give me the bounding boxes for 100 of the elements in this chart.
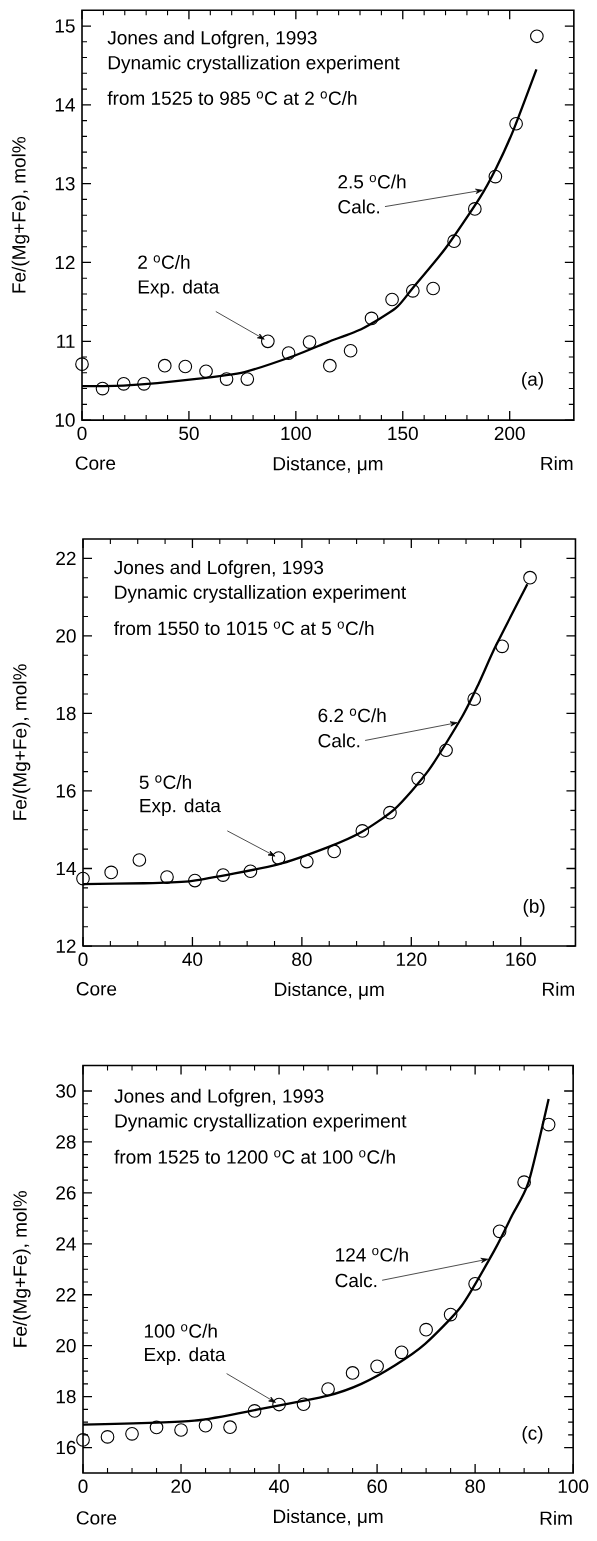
y-tick-label: 26 [56, 1186, 76, 1200]
point [160, 870, 174, 884]
annotation: 2.5 $^{o}$C/h [338, 174, 406, 189]
y-tick-label: 18 [56, 1389, 76, 1404]
point [174, 1423, 188, 1437]
point [523, 570, 537, 585]
annotation: Jones and Lofgren, 1993 [107, 30, 317, 49]
point [492, 1224, 507, 1239]
point [488, 169, 503, 184]
point [296, 1397, 311, 1412]
annotation: Calc. [338, 199, 380, 214]
y-tick-label: 16 [56, 784, 76, 798]
annotation: Dynamic crystallization experiment [115, 1113, 407, 1132]
x-tick-label: 40 [268, 1479, 289, 1494]
y-axis-title: Fe/(Mg+Fe), mol% [12, 1191, 31, 1347]
point [223, 1420, 237, 1435]
point [299, 854, 314, 869]
y-tick-label: 20 [56, 1338, 76, 1353]
point [327, 844, 342, 859]
point [405, 283, 420, 298]
point [517, 1175, 531, 1190]
y-tick-label: 10 [55, 413, 75, 427]
point [385, 292, 399, 307]
point [199, 364, 213, 379]
x-tick-label: 40 [182, 952, 203, 967]
y-axis-title: Fe/(Mg+Fe), mol% [11, 136, 30, 293]
y-tick-label: 12 [56, 939, 76, 953]
point [178, 359, 193, 374]
x-tick-label: 80 [292, 952, 312, 967]
point [125, 1426, 139, 1441]
annotation: (b) [523, 898, 545, 917]
annotation: 100 $^{o}$C/h [144, 1323, 217, 1338]
point [116, 377, 131, 391]
point [541, 1117, 556, 1132]
annotation: Exp. data [138, 279, 220, 298]
y-tick-label: 14 [55, 98, 75, 112]
x-tick-label: 50 [179, 426, 199, 441]
point [137, 377, 151, 391]
point [509, 116, 523, 131]
annotation: from 1550 to 1015 $^{o}$C at 5 $^{o}$C/h [114, 621, 374, 636]
text: Rim [543, 981, 574, 996]
point [216, 868, 230, 882]
point [411, 771, 425, 786]
point [495, 639, 509, 654]
annotation: Dynamic crystallization experiment [115, 585, 407, 603]
point [345, 1366, 360, 1380]
point [323, 358, 337, 373]
point [219, 372, 234, 386]
y-tick-label: 28 [56, 1135, 76, 1149]
y-tick-label: 20 [56, 629, 76, 643]
x-tick-label: 20 [171, 1479, 191, 1494]
point [355, 824, 370, 838]
point [157, 358, 172, 373]
annotation: (a) [522, 371, 543, 390]
annotation: 6.2 $^{o}$C/h [318, 708, 386, 723]
x-axis-title: Distance, μm [274, 1509, 383, 1527]
x-tick-label: 0 [78, 952, 88, 967]
x-tick-label: 100 [281, 426, 311, 441]
x-tick-label: 150 [388, 426, 418, 441]
point [370, 1359, 384, 1374]
annotation: Jones and Lofgren, 1993 [114, 560, 324, 578]
y-tick-label: 18 [56, 706, 76, 721]
y-tick-label: 16 [56, 1440, 76, 1455]
y-tick-label: 22 [56, 1288, 76, 1302]
annotation: 5 $^{o}$C/h [139, 775, 191, 789]
text: Core [76, 982, 117, 996]
annotation: from 1525 to 985 $^{o}$C at 2 $^{o}$C/h [107, 90, 357, 105]
text: Core [75, 456, 116, 470]
point [247, 1404, 262, 1418]
annotation: Jones and Lofgren, 1993 [114, 1088, 324, 1107]
point [443, 1307, 458, 1322]
y-axis-title: Fe/(Mg+Fe), mol% [12, 664, 31, 820]
point [149, 1420, 164, 1435]
point [394, 1345, 409, 1360]
annotation: Calc. [335, 1273, 377, 1288]
point [447, 234, 461, 249]
point [383, 805, 397, 820]
point [468, 1276, 482, 1291]
point [75, 357, 89, 371]
point [95, 381, 110, 396]
point [302, 335, 317, 349]
y-tick-label: 11 [57, 334, 75, 348]
point [272, 1397, 286, 1412]
annotation: (c) [522, 1425, 543, 1444]
point [260, 334, 275, 349]
point [240, 372, 255, 386]
point [321, 1382, 335, 1396]
x-axis-title: Distance, μm [273, 456, 383, 474]
point [243, 864, 258, 879]
x-tick-label: 160 [506, 952, 536, 967]
x-tick-label: 200 [494, 426, 525, 441]
point [188, 873, 202, 888]
point [198, 1418, 213, 1433]
x-tick-label: 120 [396, 952, 427, 967]
text: Rim [541, 456, 573, 471]
point [271, 851, 286, 865]
point [467, 202, 482, 216]
point [419, 1322, 433, 1337]
annotation: Calc. [318, 733, 360, 748]
x-tick-label: 0 [78, 1479, 88, 1494]
